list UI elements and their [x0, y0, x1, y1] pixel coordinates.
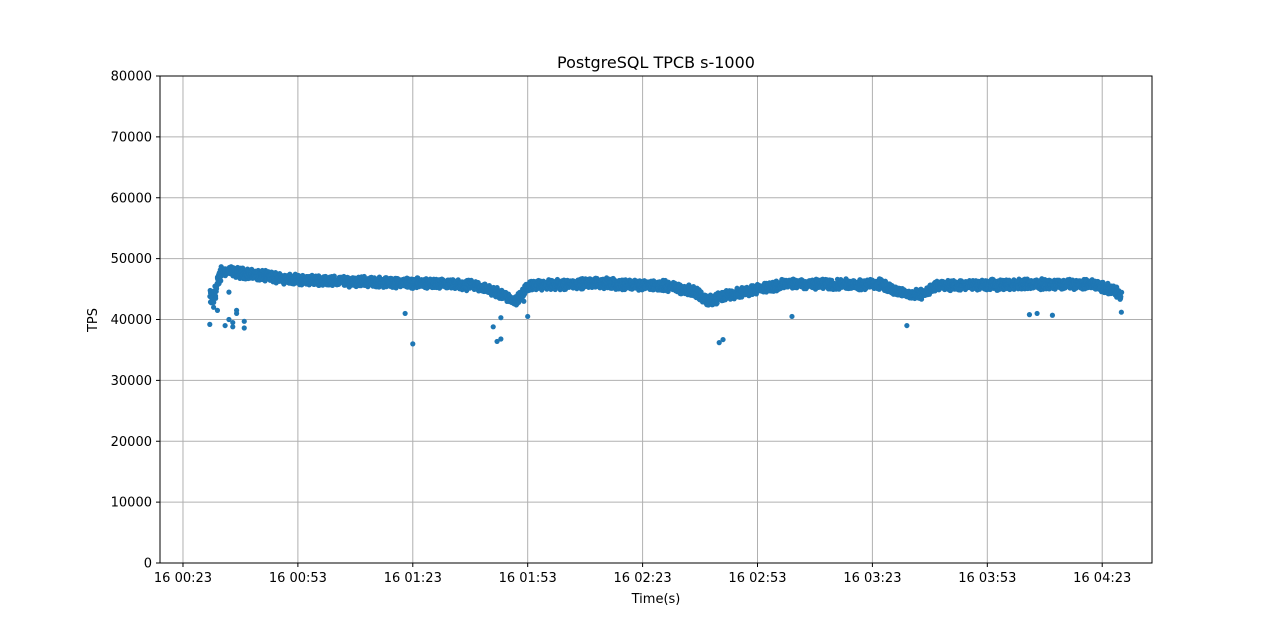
outlier-point	[1034, 310, 1040, 317]
gridlines	[160, 75, 1152, 564]
outlier-point	[234, 307, 240, 313]
axis-ticks: 0 10000 20000 30000 40000 50000 60000 70000 8000…	[111, 70, 1132, 587]
data-point	[211, 299, 217, 305]
data-point	[1119, 289, 1125, 295]
outlier-point	[1118, 309, 1124, 315]
outlier-point	[230, 324, 236, 330]
outlier-point	[494, 338, 500, 345]
outlier-point	[525, 313, 531, 320]
x-tick-label: 16 03:53	[958, 571, 1016, 586]
outlier-point	[241, 325, 247, 331]
x-tick-label: 16 02:53	[728, 571, 786, 586]
y-axis-label: TPS	[86, 308, 101, 333]
chart-title: PostgreSQL TPCB s-1000	[557, 53, 755, 72]
outlier-point	[716, 340, 722, 346]
outlier-point	[1026, 312, 1033, 318]
outlier-point	[789, 313, 795, 320]
outlier-point	[230, 319, 236, 326]
x-tick-label: 16 04:23	[1073, 571, 1131, 586]
y-tick-label: 0	[144, 557, 152, 572]
x-tick-label: 16 00:23	[154, 571, 212, 586]
outlier-point	[1049, 312, 1056, 318]
outlier-point	[490, 324, 496, 330]
outlier-point	[904, 322, 910, 329]
y-tick-label: 40000	[111, 313, 152, 328]
x-tick-label: 16 01:53	[499, 571, 557, 586]
y-tick-label: 50000	[111, 252, 152, 267]
y-tick-label: 10000	[111, 496, 152, 511]
data-points	[207, 264, 1125, 347]
outlier-point	[226, 316, 232, 323]
outlier-point	[402, 310, 408, 317]
y-tick-label: 80000	[111, 70, 152, 85]
data-point	[1118, 294, 1124, 300]
x-axis-label: Time(s)	[631, 592, 681, 607]
outlier-point	[222, 322, 228, 329]
outlier-point	[498, 336, 504, 342]
data-point	[213, 295, 219, 301]
outlier-point	[226, 289, 232, 295]
x-tick-label: 16 03:23	[843, 571, 901, 586]
x-tick-label: 16 01:23	[384, 571, 442, 586]
outlier-point	[211, 304, 217, 310]
outlier-point	[207, 321, 213, 327]
y-tick-label: 70000	[111, 130, 152, 145]
data-point	[958, 286, 964, 292]
data-point	[218, 278, 224, 284]
x-tick-label: 16 02:23	[614, 571, 672, 586]
outlier-point	[521, 298, 527, 304]
y-tick-label: 30000	[111, 374, 152, 389]
x-tick-label: 16 00:53	[269, 571, 327, 586]
outlier-point	[498, 315, 504, 321]
outlier-point	[410, 341, 416, 347]
y-tick-label: 20000	[111, 435, 152, 450]
outlier-point	[214, 307, 221, 313]
outlier-point	[720, 336, 726, 343]
outlier-point	[241, 318, 247, 324]
y-tick-label: 60000	[111, 191, 152, 206]
